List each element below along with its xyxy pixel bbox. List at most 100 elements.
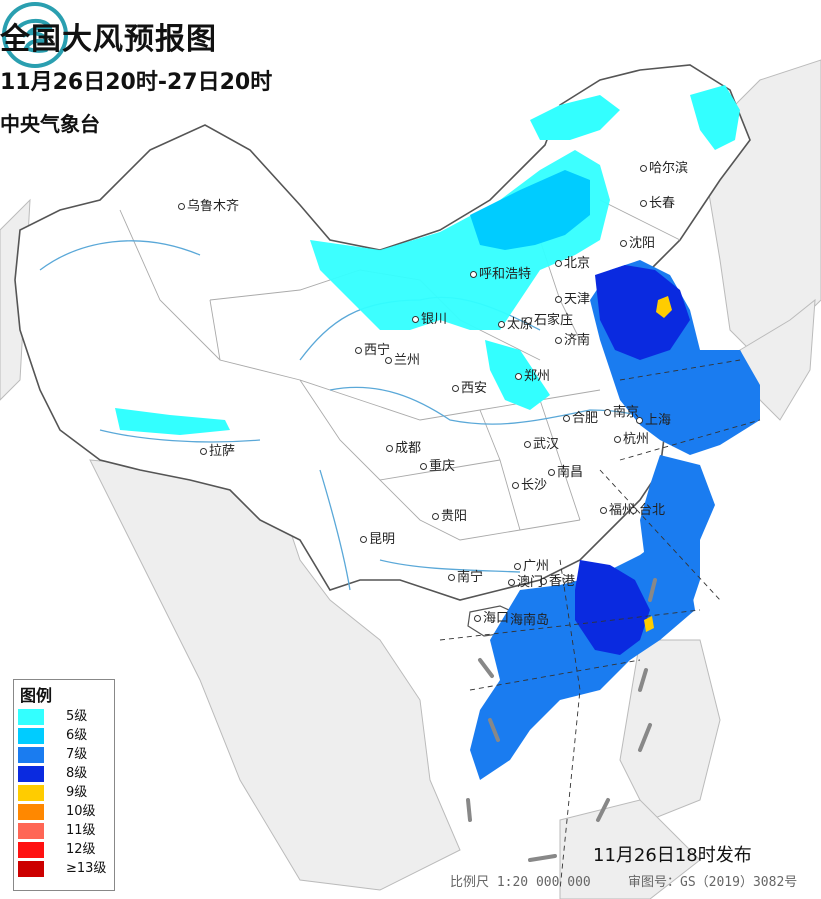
map-review-number: 审图号：GS（2019）3082号 (628, 875, 798, 890)
city-label-shanghai: 上海 (636, 414, 671, 428)
city-label-changsha: 长沙 (512, 479, 547, 493)
city-marker-icon (620, 240, 627, 247)
city-label-guangzhou: 广州 (514, 560, 549, 574)
wind-zone-level8 (575, 560, 650, 655)
legend-item: 7级 (18, 746, 112, 764)
city-label-hongkong: 香港 (540, 575, 575, 589)
city-label-hefei: 合肥 (563, 412, 598, 426)
legend-item: ≥13级 (18, 860, 112, 878)
wind-zone-level6 (470, 170, 590, 250)
city-label-nanning: 南宁 (448, 571, 483, 585)
city-label-changchun: 长春 (640, 197, 675, 211)
wind-zone-level5 (690, 85, 740, 150)
city-marker-icon (412, 316, 419, 323)
city-label-zhengzhou: 郑州 (515, 370, 550, 384)
legend-swatch (18, 804, 44, 820)
legend-item: 12级 (18, 841, 112, 859)
legend-swatch (18, 823, 44, 839)
legend-item: 8级 (18, 765, 112, 783)
city-label-xian: 西安 (452, 382, 487, 396)
city-label-chongqing: 重庆 (420, 460, 455, 474)
sea-boundary-dashed (439, 359, 761, 891)
city-label-fuzhou: 福州 (600, 504, 635, 518)
city-label-taipei: 台北 (630, 504, 665, 518)
city-marker-icon (525, 317, 532, 324)
agency-name: 中央气象台 (0, 112, 100, 136)
legend-title: 图例 (20, 686, 53, 705)
city-marker-icon (563, 415, 570, 422)
wind-zone-level9 (644, 616, 654, 632)
legend-item: 5级 (18, 708, 112, 726)
legend-item: 6级 (18, 727, 112, 745)
legend: 图例 5级 6级 7级 8级 9级 10级 11级 (13, 679, 115, 891)
city-label-lanzhou: 兰州 (385, 354, 420, 368)
city-label-hohhot: 呼和浩特 (470, 268, 531, 282)
city-marker-icon (555, 296, 562, 303)
wind-zone-level9 (656, 296, 672, 318)
city-marker-icon (548, 469, 555, 476)
city-marker-icon (386, 445, 393, 452)
legend-item: 11级 (18, 822, 112, 840)
city-label-hangzhou: 杭州 (614, 433, 649, 447)
city-label-shenyang: 沈阳 (620, 237, 655, 251)
issue-time: 11月26日18时发布 (593, 845, 752, 866)
city-marker-icon (600, 507, 607, 514)
legend-swatch (18, 842, 44, 858)
city-marker-icon (420, 463, 427, 470)
wind-zone-level5 (530, 95, 620, 140)
neighbor-land (0, 59, 821, 899)
city-label-beijing: 北京 (555, 257, 590, 271)
city-marker-icon (524, 441, 531, 448)
label-hainan-island: 海南岛 (510, 613, 550, 628)
city-label-urumqi: 乌鲁木齐 (178, 200, 239, 214)
nine-dash-line (466, 578, 657, 862)
city-marker-icon (385, 357, 392, 364)
city-marker-icon (448, 574, 455, 581)
city-marker-icon (630, 507, 637, 514)
valid-time: 11月26日20时-27日20时 (0, 70, 273, 95)
city-marker-icon (614, 436, 621, 443)
city-marker-icon (640, 200, 647, 207)
city-marker-icon (498, 321, 505, 328)
city-marker-icon (540, 578, 547, 585)
city-label-guiyang: 贵阳 (432, 510, 467, 524)
city-marker-icon (452, 385, 459, 392)
city-label-lhasa: 拉萨 (200, 445, 235, 459)
city-label-nanjing: 南京 (604, 406, 639, 420)
legend-swatch (18, 785, 44, 801)
city-marker-icon (604, 409, 611, 416)
city-marker-icon (355, 347, 362, 354)
city-marker-icon (514, 563, 521, 570)
city-marker-icon (508, 579, 515, 586)
legend-item: 9级 (18, 784, 112, 802)
city-label-nanchang: 南昌 (548, 466, 583, 480)
city-marker-icon (360, 536, 367, 543)
city-label-jinan: 济南 (555, 334, 590, 348)
city-marker-icon (512, 482, 519, 489)
legend-swatch (18, 709, 44, 725)
city-label-tianjin: 天津 (555, 293, 590, 307)
city-marker-icon (432, 513, 439, 520)
city-marker-icon (515, 373, 522, 380)
city-label-wuhan: 武汉 (524, 438, 559, 452)
city-label-kunming: 昆明 (360, 533, 395, 547)
city-marker-icon (555, 260, 562, 267)
legend-item: 10级 (18, 803, 112, 821)
city-marker-icon (555, 337, 562, 344)
city-label-yinchuan: 银川 (412, 313, 447, 327)
city-marker-icon (474, 615, 481, 622)
city-marker-icon (178, 203, 185, 210)
city-label-macau: 澳门 (508, 576, 543, 590)
city-marker-icon (640, 165, 647, 172)
legend-swatch (18, 747, 44, 763)
city-label-haikou: 海口 (474, 612, 509, 626)
city-label-chengdu: 成都 (386, 442, 421, 456)
map-scale: 比例尺 1:20 000 000 (450, 875, 591, 890)
rivers (39, 240, 651, 591)
legend-swatch (18, 728, 44, 744)
cma-logo (2, 2, 68, 68)
wind-zone-level5 (115, 408, 230, 435)
wind-zone-level8 (595, 265, 690, 360)
